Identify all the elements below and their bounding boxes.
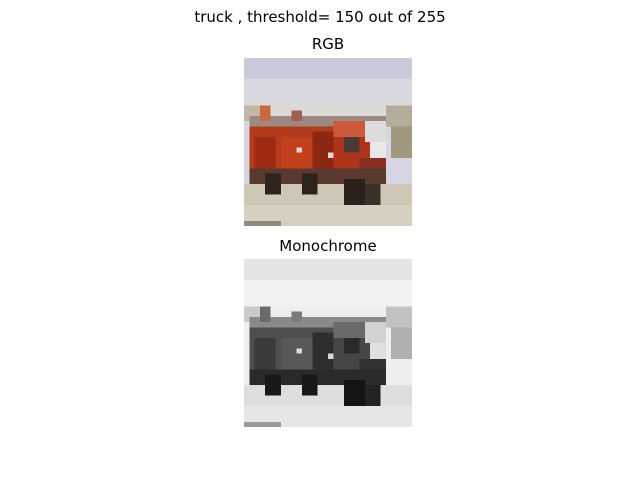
rgb-image-pixels [244,58,412,226]
monochrome-image [244,259,412,427]
figure-suptitle: truck , threshold= 150 out of 255 [194,8,446,26]
monochrome-image-pixels [244,259,412,427]
rgb-panel-title: RGB [311,35,345,53]
mono-panel-title: Monochrome [279,237,377,255]
rgb-image [244,58,412,226]
